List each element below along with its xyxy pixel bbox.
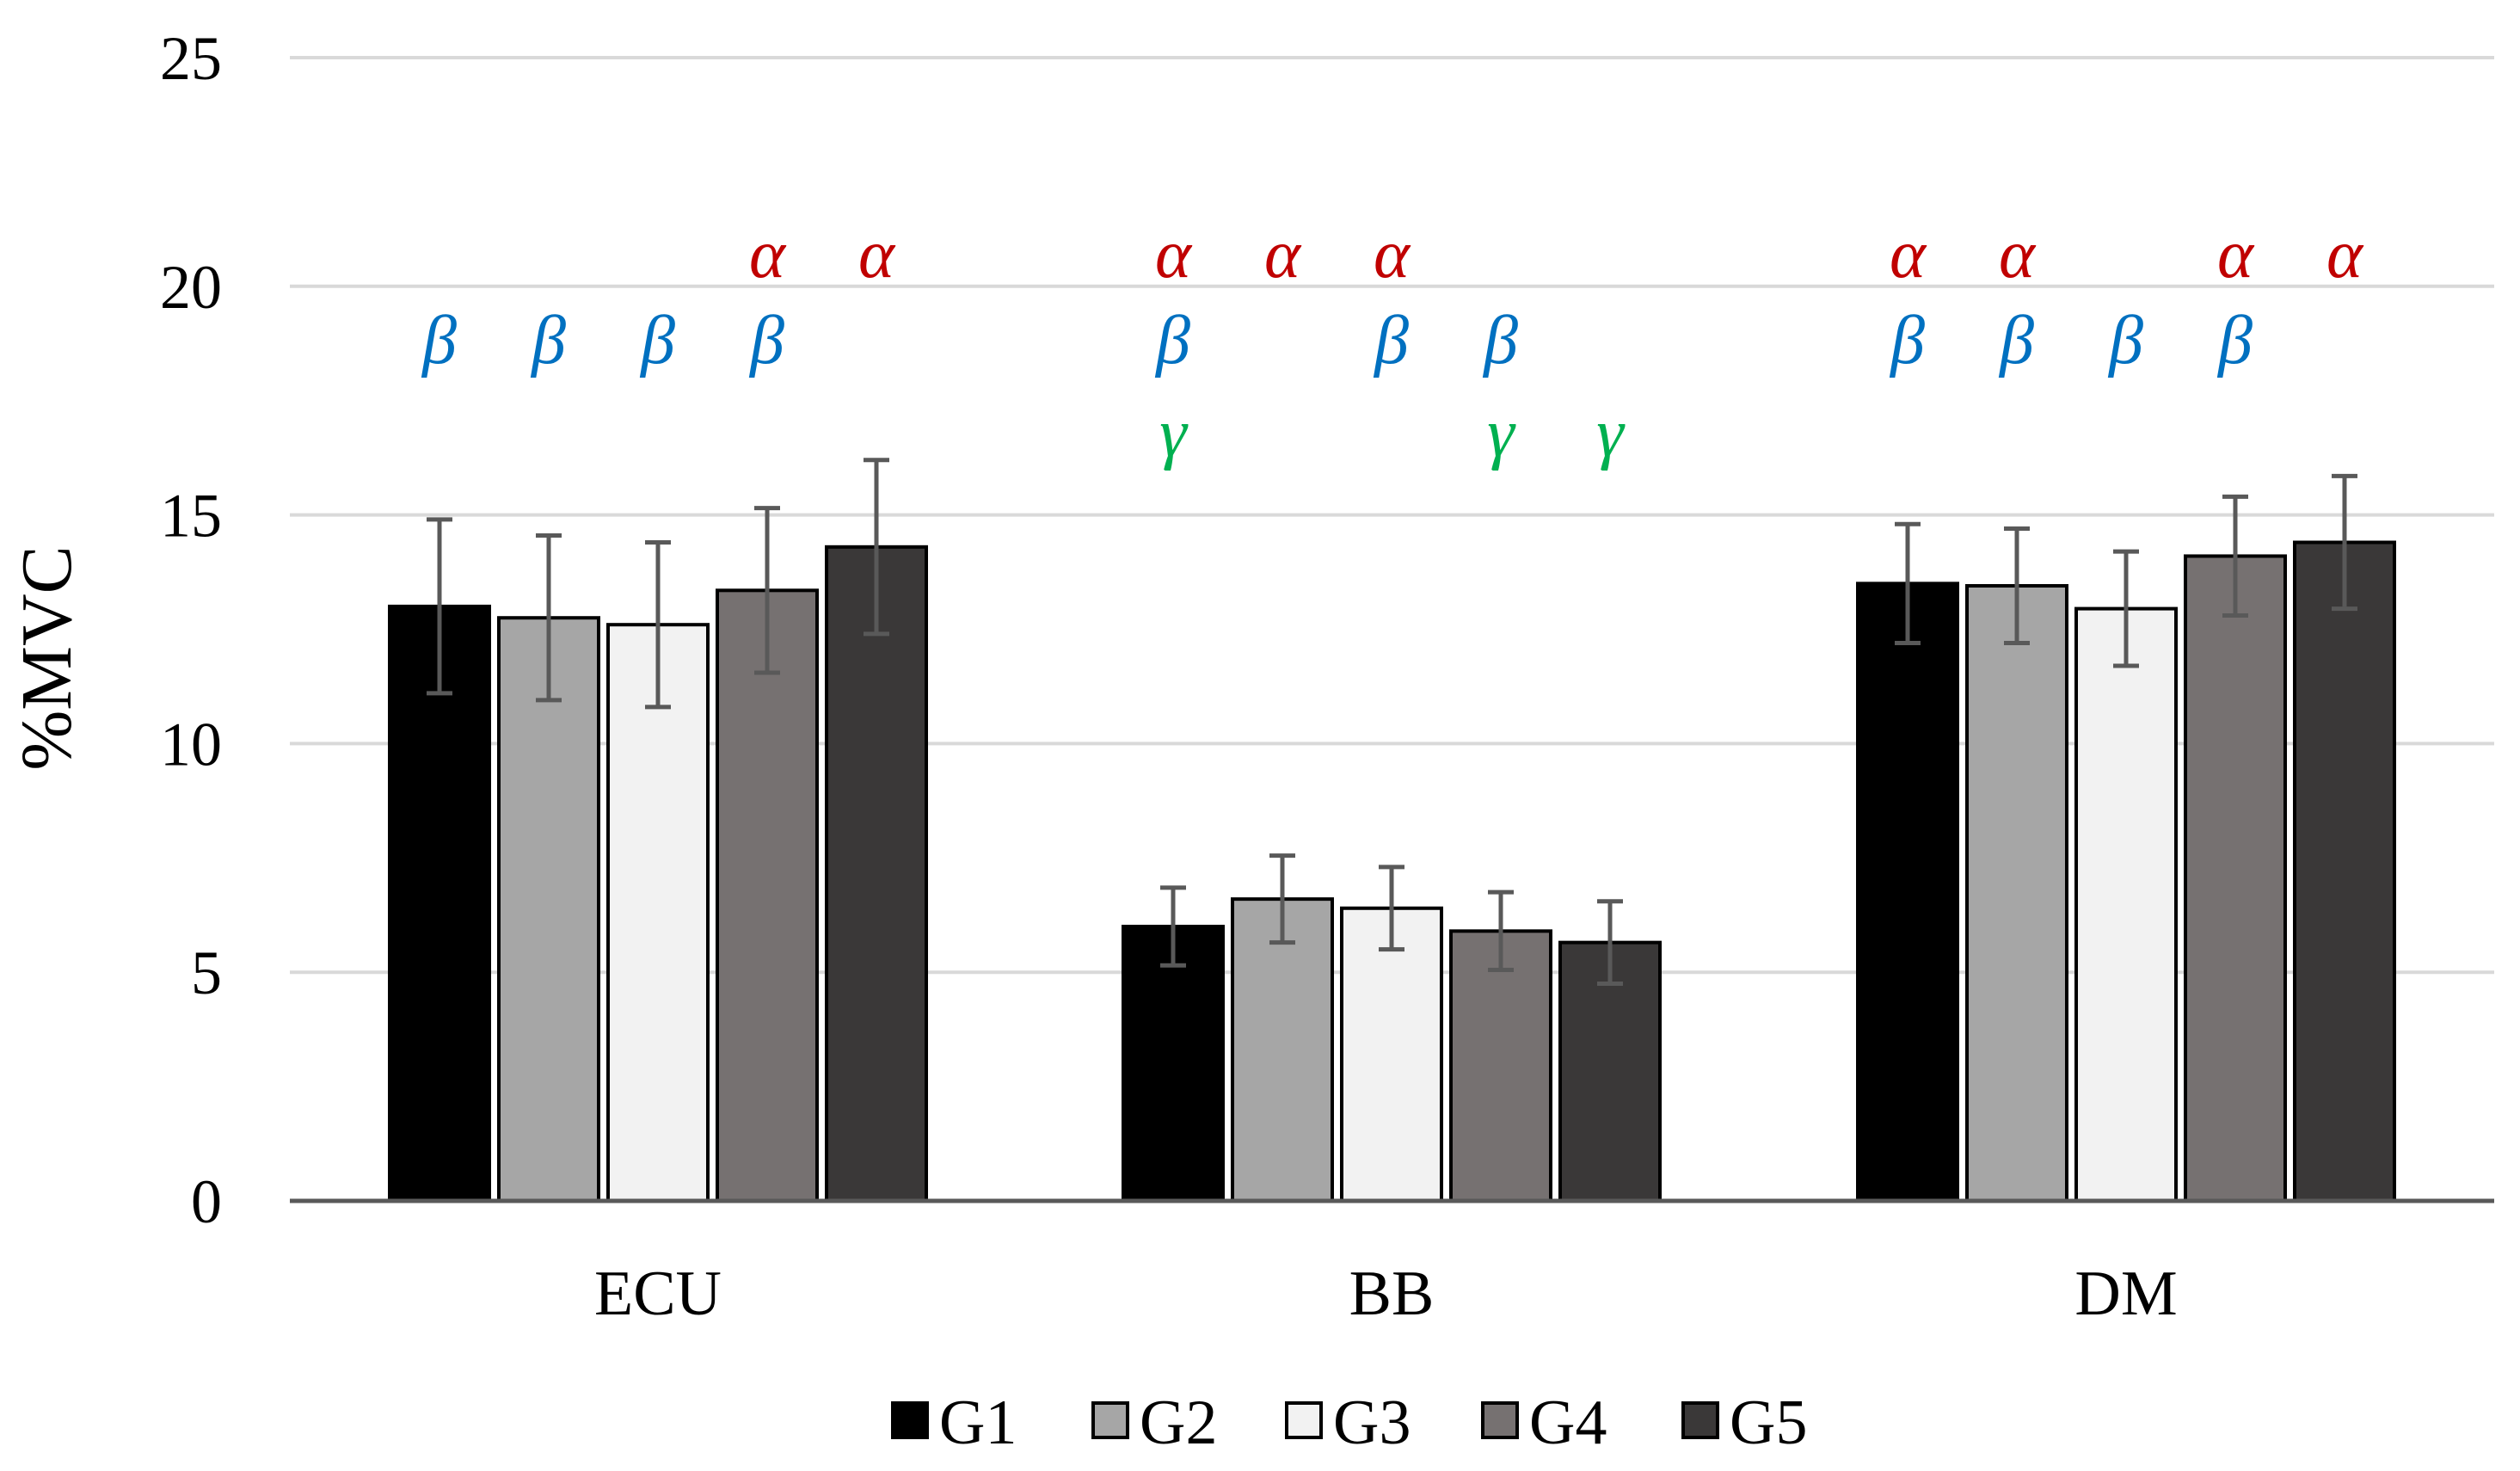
sig-alpha-g5-dm: α [2326, 217, 2364, 292]
legend-label-g4: G4 [1529, 1388, 1607, 1458]
error-bar-g5-bb [1597, 899, 1623, 986]
sig-gamma-g1-bb: γ [1159, 396, 1189, 471]
y-tick-label: 25 [160, 24, 222, 93]
sig-beta-g1-bb: β [1154, 303, 1190, 379]
error-bar-g5-ecu [864, 458, 889, 637]
sig-beta-g2-dm: β [1998, 303, 2034, 379]
legend: G1 G2 G3 G4 G5 [891, 1388, 1807, 1458]
legend-item-g3: G3 [1285, 1388, 1411, 1458]
bar-g2-bb [1231, 897, 1334, 1203]
error-bar-g4-bb [1488, 889, 1514, 973]
legend-label-g5: G5 [1730, 1388, 1807, 1458]
legend-swatch-g2 [1091, 1401, 1129, 1439]
legend-label-g1: G1 [939, 1388, 1017, 1458]
legend-item-g2: G2 [1091, 1388, 1217, 1458]
y-tick-label: 5 [191, 939, 222, 1007]
sig-alpha-g5-ecu: α [858, 217, 896, 292]
sig-beta-g4-bb: β [1482, 303, 1518, 379]
legend-swatch-g5 [1681, 1401, 1719, 1439]
bar-g4-dm [2184, 554, 2287, 1203]
y-tick-label: 0 [191, 1167, 222, 1236]
sig-beta-g4-ecu: β [748, 303, 784, 379]
legend-item-g5: G5 [1681, 1388, 1807, 1458]
y-tick-labels: 0 5 10 15 20 25 [160, 24, 222, 1236]
error-bar-g4-dm [2222, 494, 2248, 619]
error-bar-g3-bb [1379, 865, 1404, 952]
sig-beta-g3-dm: β [2107, 303, 2143, 379]
legend-swatch-g3 [1285, 1401, 1323, 1439]
bar-g3-ecu [606, 623, 710, 1203]
bar-g1-dm [1856, 582, 1959, 1203]
error-bar-g3-dm [2113, 549, 2139, 668]
category-label-ecu: ECU [594, 1259, 722, 1329]
y-tick-label: 15 [160, 482, 222, 551]
bar-g1-ecu [388, 604, 491, 1203]
error-bar-g4-ecu [754, 506, 780, 675]
sig-beta-g3-ecu: β [639, 303, 675, 379]
error-bar-g2-ecu [536, 533, 562, 703]
bar-g5-dm [2293, 540, 2396, 1203]
sig-alpha-g1-dm: α [1890, 217, 1927, 292]
bar-g4-bb [1449, 929, 1552, 1203]
error-bar-g1-ecu [427, 517, 452, 696]
y-tick-label: 10 [160, 710, 222, 779]
sig-beta-g1-ecu: β [421, 303, 457, 379]
bar-g1-bb [1122, 925, 1225, 1203]
bar-g3-dm [2074, 606, 2178, 1203]
legend-label-g3: G3 [1333, 1388, 1411, 1458]
y-axis-label: %MVC [7, 545, 87, 770]
category-label-bb: BB [1349, 1259, 1435, 1329]
sig-alpha-g2-bb: α [1264, 217, 1302, 292]
bar-g4-ecu [716, 588, 819, 1203]
error-bar-g1-bb [1160, 885, 1186, 968]
bar-g3-bb [1340, 906, 1443, 1203]
sig-beta-g3-bb: β [1373, 303, 1409, 379]
bars [388, 540, 2396, 1203]
bar-g5-ecu [825, 545, 928, 1203]
error-bar-g5-dm [2332, 473, 2357, 612]
bar-g2-ecu [497, 616, 600, 1203]
sig-beta-g2-ecu: β [530, 303, 566, 379]
legend-item-g4: G4 [1481, 1388, 1607, 1458]
category-labels: ECU BB DM [594, 1259, 2178, 1329]
category-label-dm: DM [2074, 1259, 2177, 1329]
sig-alpha-g3-bb: α [1374, 217, 1411, 292]
sig-alpha-g4-ecu: α [749, 217, 787, 292]
error-bars [427, 458, 2357, 986]
error-bar-g3-ecu [645, 539, 671, 710]
sig-beta-g1-dm: β [1889, 303, 1925, 379]
error-bar-g2-dm [2004, 526, 2030, 645]
sig-beta-g4-dm: β [2216, 303, 2253, 379]
error-bar-g1-dm [1895, 521, 1921, 645]
bar-g2-dm [1965, 583, 2068, 1203]
legend-swatch-g4 [1481, 1401, 1519, 1439]
y-tick-label: 20 [160, 253, 222, 322]
sig-alpha-g4-dm: α [2217, 217, 2255, 292]
error-bar-g2-bb [1269, 853, 1295, 945]
legend-swatch-g1 [891, 1401, 929, 1439]
sig-alpha-g1-bb: α [1155, 217, 1193, 292]
legend-item-g1: G1 [891, 1388, 1017, 1458]
sig-gamma-g4-bb: γ [1487, 396, 1516, 471]
sig-alpha-g2-dm: α [1999, 217, 2037, 292]
legend-label-g2: G2 [1140, 1388, 1217, 1458]
sig-gamma-g5-bb: γ [1596, 396, 1626, 471]
